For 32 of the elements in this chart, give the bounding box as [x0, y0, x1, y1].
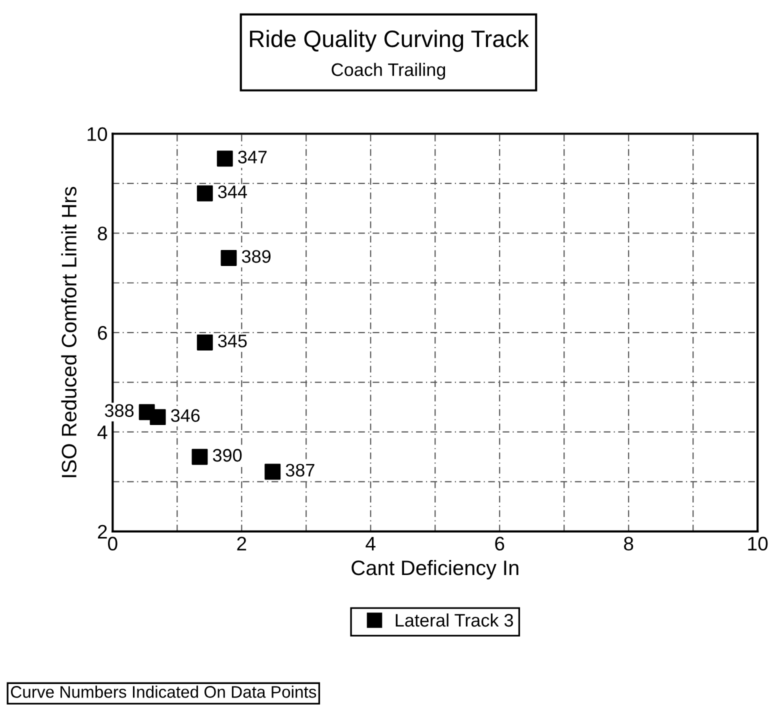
y-axis-title: ISO Reduced Comfort Limit Hrs	[61, 186, 77, 478]
text: Curve Numbers Indicated On Data Points	[10, 686, 316, 698]
annotation: 388	[104, 404, 134, 417]
annotation: 389	[242, 250, 271, 263]
point	[220, 250, 237, 266]
x-tick-label: 6	[495, 536, 504, 551]
point	[216, 150, 233, 167]
y-tick-label: 10	[88, 127, 108, 141]
x-axis-title: Cant Deficiency In	[352, 560, 518, 580]
chart-subtitle: Coach Trailing	[332, 62, 446, 80]
point	[196, 334, 213, 350]
annotation: 347	[238, 150, 267, 164]
point	[192, 448, 208, 465]
annotation: 344	[218, 185, 247, 198]
annotation: 346	[170, 409, 200, 422]
y-tick-label: 4	[97, 426, 108, 440]
x-tick-label: 4	[366, 536, 376, 550]
annotation: 390	[212, 448, 242, 462]
point	[196, 185, 213, 202]
x-tick-label: 2	[237, 536, 246, 550]
y-tick-label: 2	[98, 524, 107, 538]
y-tick-label: 6	[98, 326, 107, 340]
x-tick-label: 10	[748, 536, 768, 551]
y-tick-label: 8	[98, 226, 107, 240]
annotation: 345	[218, 334, 247, 348]
x-tick-label: 8	[624, 536, 634, 551]
annotation: 387	[286, 464, 314, 477]
legend-label: Lateral Track 3	[396, 613, 514, 627]
x-tick-label: 0	[108, 536, 118, 551]
point	[150, 409, 166, 426]
point	[264, 464, 281, 480]
chart-title: Ride Quality Curving Track	[250, 30, 529, 52]
